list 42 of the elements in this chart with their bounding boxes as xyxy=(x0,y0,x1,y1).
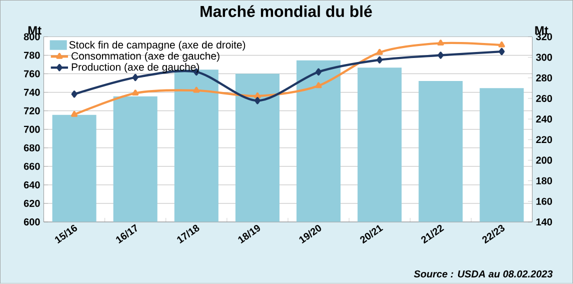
y2-tick-label: 180 xyxy=(536,177,552,184)
y2-tick-label: 220 xyxy=(536,136,552,144)
y2-tick-label: 280 xyxy=(536,74,552,82)
point xyxy=(254,92,261,98)
y2-tick-label: 300 xyxy=(536,54,552,62)
point xyxy=(71,111,78,118)
y2-axis-title: Mt xyxy=(535,26,548,35)
point xyxy=(71,90,78,98)
y-tick-label: 600 xyxy=(24,218,40,226)
y2-tick-label: 200 xyxy=(536,156,552,164)
y-tick-label: 760 xyxy=(24,70,40,78)
point xyxy=(316,68,322,76)
point xyxy=(376,49,383,55)
legend-label: Stock fin de campagne (axe de droite) xyxy=(69,41,246,51)
y-tick-label: 660 xyxy=(24,163,40,170)
y-axis-title: Mt xyxy=(28,26,42,35)
point xyxy=(315,82,322,88)
point xyxy=(132,74,138,82)
y-tick-label: 700 xyxy=(24,126,40,134)
y2-tick-label: 140 xyxy=(536,218,552,226)
y-tick-label: 720 xyxy=(24,107,40,114)
y2-tick-label: 260 xyxy=(536,95,552,102)
y-tick-label: 640 xyxy=(24,182,40,189)
point xyxy=(376,56,383,64)
chart-title: Marché mondial du blé xyxy=(200,5,372,18)
y-tick-label: 780 xyxy=(24,52,40,59)
point xyxy=(498,42,505,48)
source-note: Source : USDA au 08.02.2023 xyxy=(414,270,553,278)
y-tick-label: 800 xyxy=(24,33,40,40)
y-tick-label: 680 xyxy=(24,144,40,152)
point xyxy=(498,48,505,56)
legend-label: Consommation (axe de gauche) xyxy=(72,52,220,62)
point xyxy=(437,40,444,46)
y-tick-label: 740 xyxy=(24,88,40,96)
point xyxy=(193,87,200,93)
y2-tick-label: 160 xyxy=(536,198,552,206)
y2-tick-label: 320 xyxy=(536,33,552,40)
point xyxy=(132,90,139,96)
y-tick-label: 620 xyxy=(24,200,40,208)
point xyxy=(254,97,260,104)
point xyxy=(438,52,444,59)
y2-tick-label: 240 xyxy=(536,116,552,123)
